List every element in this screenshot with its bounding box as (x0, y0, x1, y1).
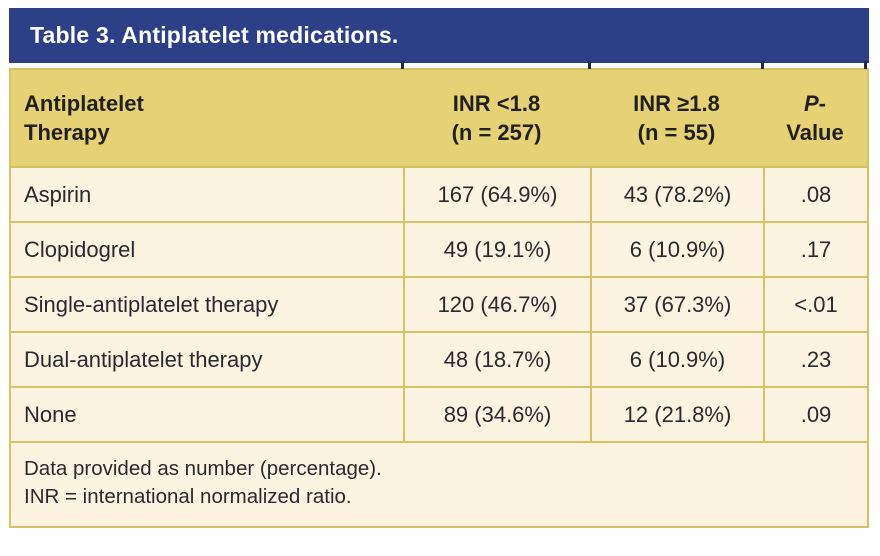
cell-inr-ge: 6 (10.9%) (590, 223, 763, 276)
header-line: Antiplatelet (24, 90, 144, 116)
header-line: INR <1.8 (452, 90, 541, 116)
column-header-inr-ge-1-8: INR ≥1.8 (n = 55) (590, 70, 763, 166)
table-row-dual-antiplatelet: Dual-antiplatelet therapy 48 (18.7%) 6 (… (11, 331, 867, 386)
cell-inr-lt: 120 (46.7%) (403, 278, 590, 331)
cell-therapy: None (24, 401, 77, 427)
footnote-data-format: Data provided as number (percentage). (24, 457, 382, 480)
cell-inr-lt: 167 (64.9%) (403, 168, 590, 221)
header-line: Value (786, 120, 844, 145)
title-bar-gap (9, 61, 869, 69)
table-row-single-antiplatelet: Single-antiplatelet therapy 120 (46.7%) … (11, 276, 867, 331)
table-row-aspirin: Aspirin 167 (64.9%) 43 (78.2%) .08 (11, 166, 867, 221)
data-table: Antiplatelet Therapy INR <1.8 (n = 257) … (9, 68, 869, 528)
table-row-clopidogrel: Clopidogrel 49 (19.1%) 6 (10.9%) .17 (11, 221, 867, 276)
cell-therapy: Single-antiplatelet therapy (24, 291, 279, 317)
cell-inr-lt: 49 (19.1%) (403, 223, 590, 276)
header-line: Therapy (24, 120, 110, 145)
cell-p-value: .09 (763, 388, 867, 441)
cell-p-value: <.01 (763, 278, 867, 331)
table-header-row: Antiplatelet Therapy INR <1.8 (n = 257) … (11, 70, 867, 166)
cell-therapy: Clopidogrel (24, 236, 136, 262)
cell-inr-lt: 48 (18.7%) (403, 333, 590, 386)
table3-antiplatelet-medications: Table 3. Antiplatelet medications. Antip… (9, 8, 869, 528)
header-line: (n = 55) (637, 120, 716, 145)
cell-inr-ge: 6 (10.9%) (590, 333, 763, 386)
cell-p-value: .23 (763, 333, 867, 386)
table-row-none: None 89 (34.6%) 12 (21.8%) .09 (11, 386, 867, 441)
column-header-inr-lt-1-8: INR <1.8 (n = 257) (403, 70, 590, 166)
table-footnotes: Data provided as number (percentage). IN… (11, 441, 867, 526)
cell-therapy: Dual-antiplatelet therapy (24, 346, 263, 372)
footnote-inr-abbreviation: INR = international normalized ratio. (24, 485, 352, 509)
header-line: INR ≥1.8 (633, 90, 720, 116)
cell-inr-lt: 89 (34.6%) (403, 388, 590, 441)
cell-therapy: Aspirin (24, 181, 92, 207)
column-header-therapy: Antiplatelet Therapy (11, 70, 403, 166)
table-title: Table 3. Antiplatelet medications. (30, 22, 399, 48)
hyphen: - (818, 90, 826, 116)
column-divider-tick (588, 61, 591, 69)
header-line: P- (804, 89, 826, 118)
p-italic: P (803, 90, 819, 116)
column-header-p-value: P- Value (763, 70, 867, 166)
column-divider-tick (864, 61, 867, 69)
cell-p-value: .08 (763, 168, 867, 221)
cell-p-value: .17 (763, 223, 867, 276)
column-divider-tick (401, 61, 404, 69)
header-line: (n = 257) (451, 120, 542, 145)
cell-inr-ge: 12 (21.8%) (590, 388, 763, 441)
table-title-bar: Table 3. Antiplatelet medications. (9, 8, 869, 63)
cell-inr-ge: 43 (78.2%) (590, 168, 763, 221)
cell-inr-ge: 37 (67.3%) (590, 278, 763, 331)
column-divider-tick (761, 61, 764, 69)
